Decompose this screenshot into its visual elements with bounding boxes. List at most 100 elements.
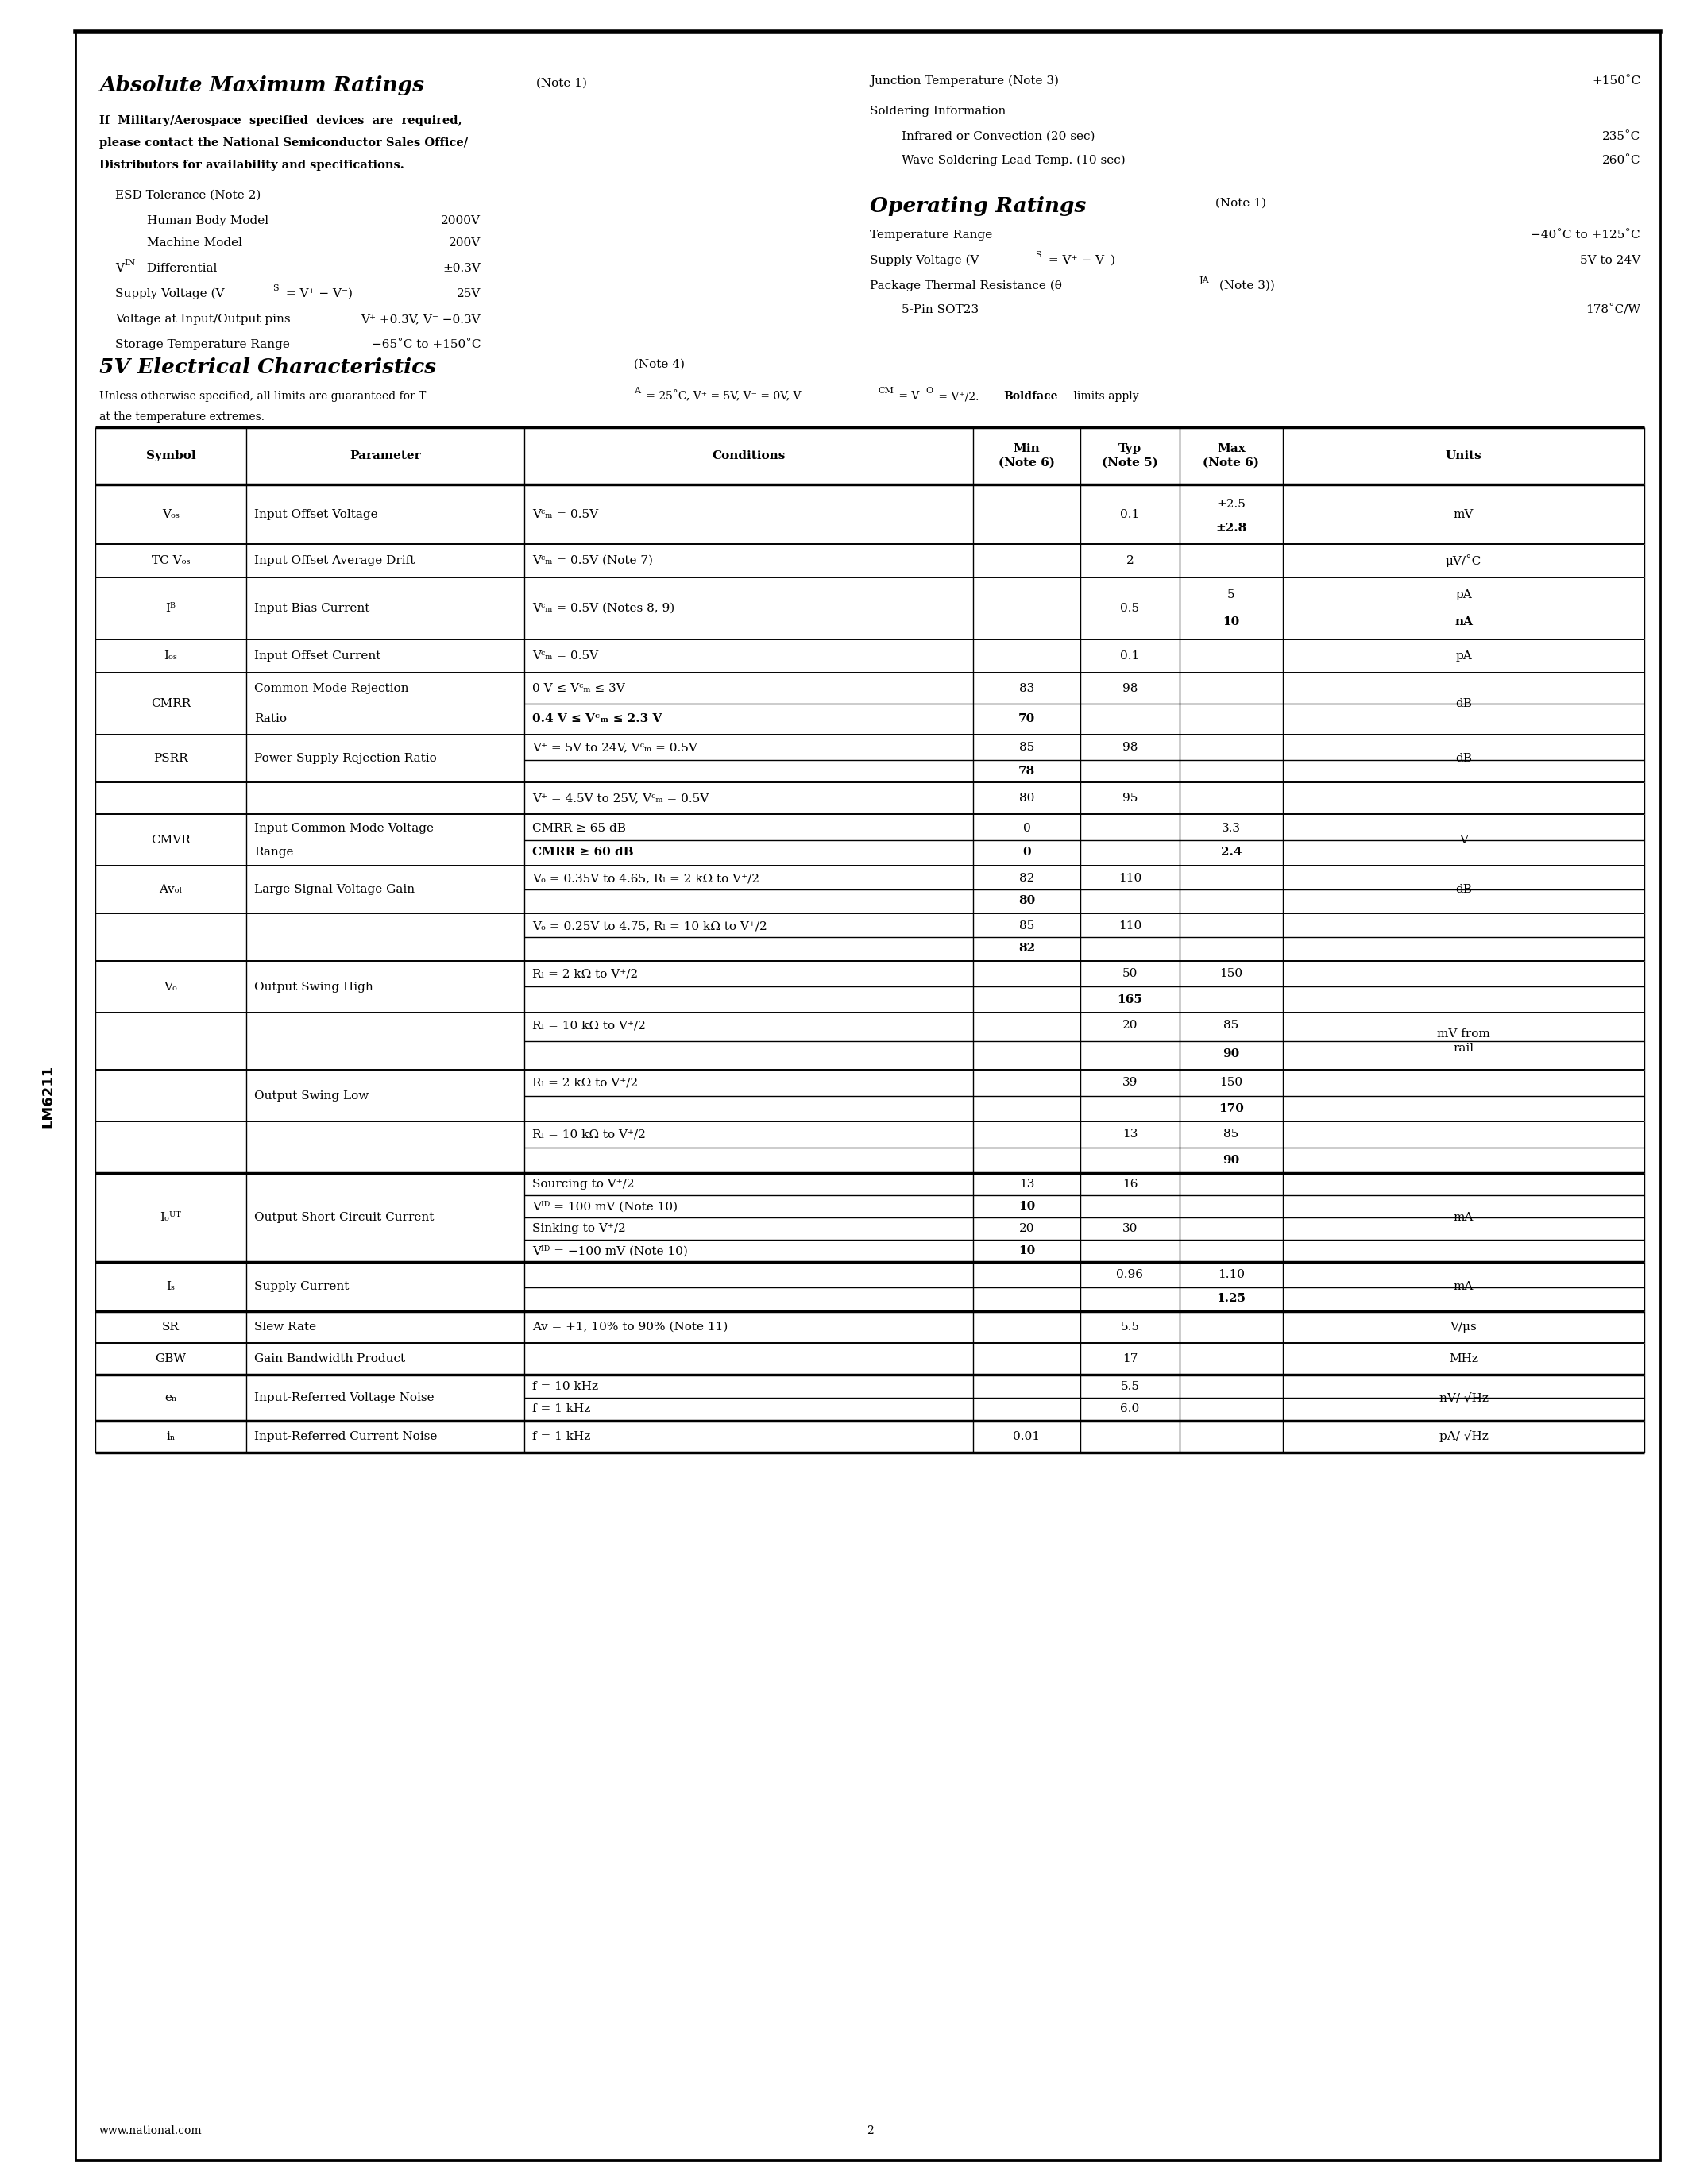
- Text: = V⁺ − V⁻): = V⁺ − V⁻): [282, 288, 353, 299]
- Text: 0.01: 0.01: [1013, 1431, 1040, 1441]
- Text: eₙ: eₙ: [165, 1391, 177, 1404]
- Text: Aᴠ = +1, 10% to 90% (Note 11): Aᴠ = +1, 10% to 90% (Note 11): [532, 1321, 728, 1332]
- Text: mV from
rail: mV from rail: [1436, 1029, 1491, 1055]
- Text: V/μs: V/μs: [1450, 1321, 1477, 1332]
- Text: Human Body Model: Human Body Model: [147, 216, 268, 227]
- Text: CMRR ≥ 60 dB: CMRR ≥ 60 dB: [532, 847, 633, 858]
- Text: f = 10 kHz: f = 10 kHz: [532, 1380, 598, 1391]
- Text: −40˚C to +125˚C: −40˚C to +125˚C: [1531, 229, 1641, 240]
- Text: μV/˚C: μV/˚C: [1445, 555, 1482, 568]
- Text: 20: 20: [1020, 1223, 1035, 1234]
- Text: SR: SR: [162, 1321, 179, 1332]
- Text: mA: mA: [1453, 1212, 1474, 1223]
- Text: 2: 2: [1126, 555, 1134, 566]
- Text: Sinking to V⁺/2: Sinking to V⁺/2: [532, 1223, 626, 1234]
- Text: 82: 82: [1018, 943, 1035, 954]
- Text: Vₒ = 0.35V to 4.65, Rₗ = 2 kΩ to V⁺/2: Vₒ = 0.35V to 4.65, Rₗ = 2 kΩ to V⁺/2: [532, 874, 760, 885]
- Text: 260˚C: 260˚C: [1602, 155, 1641, 166]
- Text: 16: 16: [1123, 1179, 1138, 1190]
- Text: Supply Voltage (V: Supply Voltage (V: [869, 256, 979, 266]
- Text: Vᶜₘ = 0.5V: Vᶜₘ = 0.5V: [532, 509, 598, 520]
- Text: nA: nA: [1455, 616, 1472, 627]
- Text: 39: 39: [1123, 1077, 1138, 1088]
- Text: Large Signal Voltage Gain: Large Signal Voltage Gain: [255, 885, 415, 895]
- Text: 17: 17: [1123, 1354, 1138, 1365]
- Text: Input Common-Mode Voltage: Input Common-Mode Voltage: [255, 823, 434, 834]
- Text: Junction Temperature (Note 3): Junction Temperature (Note 3): [869, 76, 1058, 87]
- Text: 2.4: 2.4: [1220, 847, 1242, 858]
- Text: −65˚C to +150˚C: −65˚C to +150˚C: [371, 339, 481, 349]
- Text: 0 V ≤ Vᶜₘ ≤ 3V: 0 V ≤ Vᶜₘ ≤ 3V: [532, 684, 625, 695]
- Text: 6.0: 6.0: [1121, 1404, 1139, 1415]
- Text: 10: 10: [1222, 616, 1239, 627]
- Text: Temperature Range: Temperature Range: [869, 229, 993, 240]
- Text: Max
(Note 6): Max (Note 6): [1204, 443, 1259, 467]
- Text: Symbol: Symbol: [145, 450, 196, 461]
- Text: CMRR ≥ 65 dB: CMRR ≥ 65 dB: [532, 823, 626, 834]
- Text: 90: 90: [1222, 1155, 1239, 1166]
- Text: 98: 98: [1123, 684, 1138, 695]
- Text: Absolute Maximum Ratings: Absolute Maximum Ratings: [100, 76, 424, 96]
- Text: Differential: Differential: [143, 262, 218, 273]
- Text: Vₒ = 0.25V to 4.75, Rₗ = 10 kΩ to V⁺/2: Vₒ = 0.25V to 4.75, Rₗ = 10 kΩ to V⁺/2: [532, 919, 766, 933]
- Text: = 25˚C, V⁺ = 5V, V⁻ = 0V, V: = 25˚C, V⁺ = 5V, V⁻ = 0V, V: [643, 391, 802, 402]
- Text: Vᴵᴰ = −100 mV (Note 10): Vᴵᴰ = −100 mV (Note 10): [532, 1245, 687, 1256]
- Text: 5.5: 5.5: [1121, 1380, 1139, 1391]
- Text: 5V Electrical Characteristics: 5V Electrical Characteristics: [100, 358, 436, 378]
- Text: 110: 110: [1119, 874, 1141, 885]
- Text: 13: 13: [1020, 1179, 1035, 1190]
- Text: Slew Rate: Slew Rate: [255, 1321, 316, 1332]
- Text: 150: 150: [1220, 1077, 1242, 1088]
- Text: Vᶜₘ = 0.5V: Vᶜₘ = 0.5V: [532, 651, 598, 662]
- Text: = V⁺ − V⁻): = V⁺ − V⁻): [1045, 256, 1116, 266]
- Text: 3.3: 3.3: [1222, 823, 1241, 834]
- Text: 78: 78: [1018, 767, 1035, 778]
- Text: 85: 85: [1020, 919, 1035, 933]
- Text: 170: 170: [1219, 1103, 1244, 1114]
- Text: 150: 150: [1220, 968, 1242, 978]
- Text: 0: 0: [1023, 823, 1031, 834]
- Text: Output Short Circuit Current: Output Short Circuit Current: [255, 1212, 434, 1223]
- Text: 10: 10: [1018, 1201, 1035, 1212]
- Text: Infrared or Convection (20 sec): Infrared or Convection (20 sec): [901, 131, 1096, 142]
- Text: CMVR: CMVR: [150, 834, 191, 845]
- Text: 235˚C: 235˚C: [1602, 131, 1641, 142]
- Text: Input Offset Voltage: Input Offset Voltage: [255, 509, 378, 520]
- Text: = V: = V: [895, 391, 920, 402]
- Text: Input Offset Current: Input Offset Current: [255, 651, 381, 662]
- Text: V: V: [1458, 834, 1469, 845]
- Text: 85: 85: [1224, 1129, 1239, 1140]
- Text: 95: 95: [1123, 793, 1138, 804]
- Text: V⁺ = 4.5V to 25V, Vᶜₘ = 0.5V: V⁺ = 4.5V to 25V, Vᶜₘ = 0.5V: [532, 793, 709, 804]
- Text: CM: CM: [878, 387, 893, 395]
- Text: 1.10: 1.10: [1217, 1269, 1244, 1280]
- Text: Iᴮ: Iᴮ: [165, 603, 176, 614]
- Text: Input Offset Average Drift: Input Offset Average Drift: [255, 555, 415, 566]
- Text: Vₒ: Vₒ: [164, 981, 177, 992]
- Text: pA: pA: [1455, 651, 1472, 662]
- Text: 85: 85: [1020, 743, 1035, 753]
- Text: Min
(Note 6): Min (Note 6): [999, 443, 1055, 467]
- Text: Units: Units: [1445, 450, 1482, 461]
- Text: Machine Model: Machine Model: [147, 238, 243, 249]
- Text: Vᴵᴰ = 100 mV (Note 10): Vᴵᴰ = 100 mV (Note 10): [532, 1201, 677, 1212]
- Text: 0.4 V ≤ Vᶜₘ ≤ 2.3 V: 0.4 V ≤ Vᶜₘ ≤ 2.3 V: [532, 714, 662, 725]
- Text: Input-Referred Current Noise: Input-Referred Current Noise: [255, 1431, 437, 1441]
- Text: ESD Tolerance (Note 2): ESD Tolerance (Note 2): [115, 190, 262, 201]
- Text: 30: 30: [1123, 1223, 1138, 1234]
- Text: Vₒₛ: Vₒₛ: [162, 509, 179, 520]
- Text: CMRR: CMRR: [150, 699, 191, 710]
- Text: Voltage at Input/Output pins: Voltage at Input/Output pins: [115, 314, 290, 325]
- Text: 0.1: 0.1: [1121, 651, 1139, 662]
- Text: pA: pA: [1455, 590, 1472, 601]
- Text: A: A: [635, 387, 640, 395]
- Text: Iₒᵁᵀ: Iₒᵁᵀ: [160, 1212, 181, 1223]
- Text: 50: 50: [1123, 968, 1138, 978]
- Text: iₙ: iₙ: [165, 1431, 176, 1441]
- Text: Output Swing Low: Output Swing Low: [255, 1090, 368, 1101]
- Text: = V⁺/2.: = V⁺/2.: [935, 391, 982, 402]
- Text: www.national.com: www.national.com: [100, 2125, 203, 2136]
- Text: Supply Current: Supply Current: [255, 1282, 349, 1293]
- Text: Iₒₛ: Iₒₛ: [164, 651, 177, 662]
- Text: 0: 0: [1023, 847, 1031, 858]
